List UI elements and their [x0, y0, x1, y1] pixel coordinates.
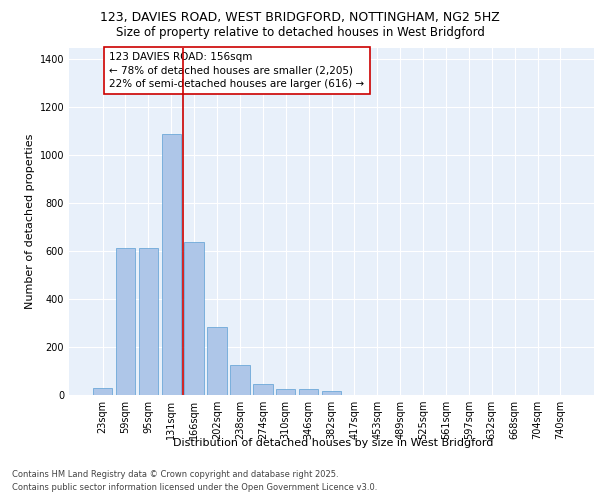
- Bar: [161, 134, 181, 395]
- Text: 123, DAVIES ROAD, WEST BRIDGFORD, NOTTINGHAM, NG2 5HZ: 123, DAVIES ROAD, WEST BRIDGFORD, NOTTIN…: [100, 11, 500, 24]
- Text: Contains HM Land Registry data © Crown copyright and database right 2025.: Contains HM Land Registry data © Crown c…: [12, 470, 338, 479]
- Bar: [139, 248, 158, 395]
- Text: Distribution of detached houses by size in West Bridgford: Distribution of detached houses by size …: [173, 438, 493, 448]
- Y-axis label: Number of detached properties: Number of detached properties: [25, 134, 35, 309]
- Bar: [93, 388, 112, 395]
- Text: 123 DAVIES ROAD: 156sqm
← 78% of detached houses are smaller (2,205)
22% of semi: 123 DAVIES ROAD: 156sqm ← 78% of detache…: [109, 52, 365, 88]
- Bar: [276, 389, 295, 395]
- Bar: [322, 392, 341, 395]
- Bar: [299, 389, 319, 395]
- Bar: [230, 365, 250, 395]
- Bar: [116, 248, 135, 395]
- Bar: [208, 326, 227, 395]
- Bar: [253, 384, 272, 395]
- Bar: [184, 242, 204, 395]
- Text: Size of property relative to detached houses in West Bridgford: Size of property relative to detached ho…: [116, 26, 484, 39]
- Text: Contains public sector information licensed under the Open Government Licence v3: Contains public sector information licen…: [12, 482, 377, 492]
